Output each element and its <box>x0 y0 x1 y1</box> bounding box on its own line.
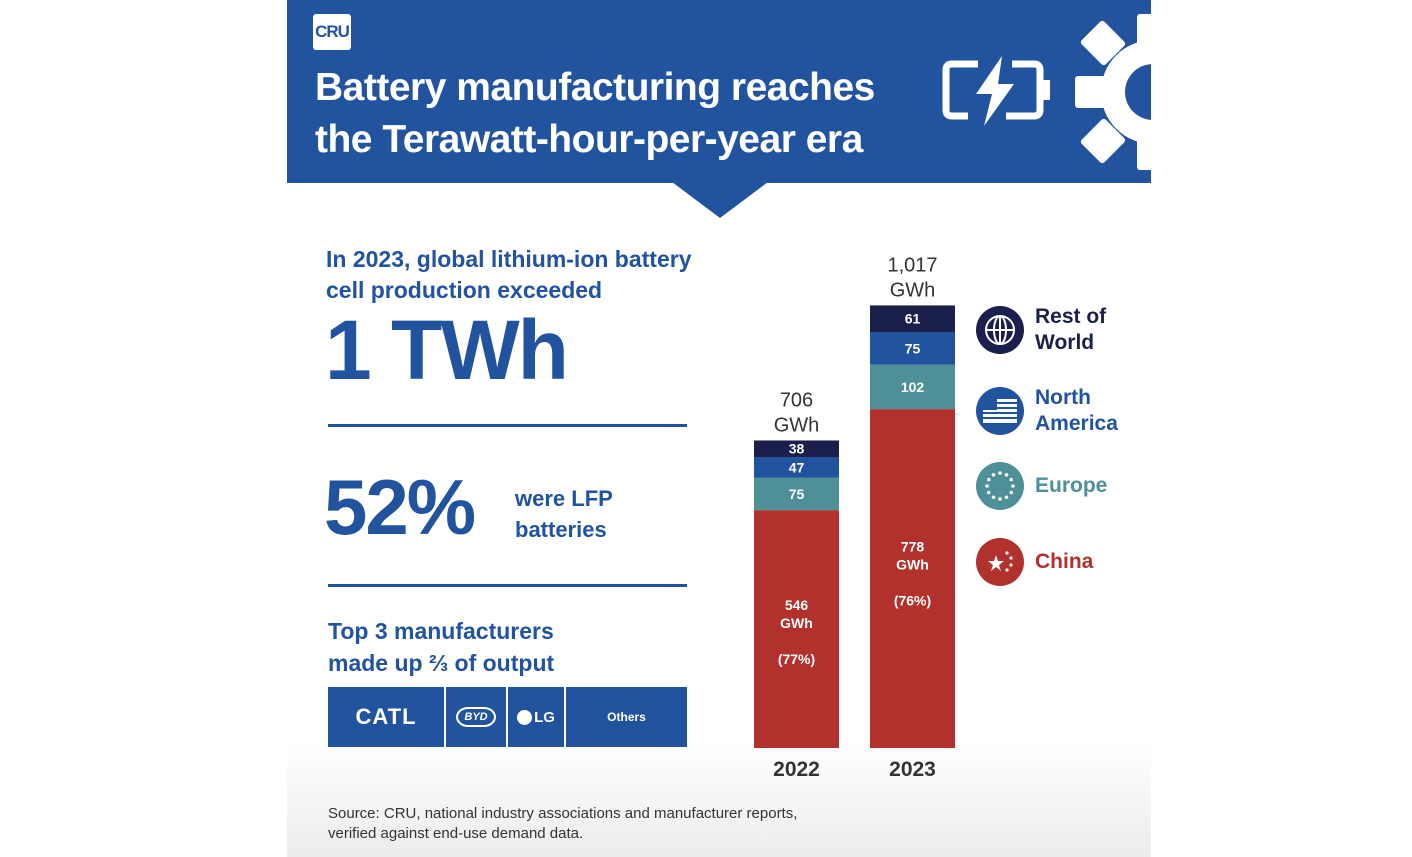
lfp-line-1: were LFP <box>515 486 613 511</box>
eu-star <box>986 490 991 495</box>
bar-total-label: GWh <box>890 279 936 301</box>
source-line-1: Source: CRU, national industry associati… <box>328 805 798 822</box>
legend-label: China <box>1035 550 1094 573</box>
eu-stars-icon <box>976 462 1024 510</box>
legend-label-line-1: North <box>1035 386 1091 409</box>
eu-star <box>986 477 991 482</box>
eu-star <box>985 484 989 488</box>
globe-icon <box>976 306 1024 354</box>
segment-label: 38 <box>789 441 805 457</box>
manufacturer-share-bar: CATL BYD LG Others <box>328 687 687 747</box>
title-line-1: Battery manufacturing reaches <box>315 66 875 109</box>
bar-total-label: 1,017 <box>887 254 937 276</box>
intro-line-2: cell production exceeded <box>326 277 603 303</box>
eu-star <box>991 495 996 500</box>
segment-label: GWh <box>780 615 813 631</box>
intro-text: In 2023, global lithium-ion battery cell… <box>326 244 746 306</box>
source-line-2: verified against end-use demand data. <box>328 825 584 842</box>
catl-logo: CATL <box>328 687 446 747</box>
top3-line-1: Top 3 manufacturers <box>328 618 554 644</box>
us-flag-icon <box>976 387 1024 435</box>
top3-line-2: made up ⅔ of output <box>328 650 555 676</box>
legend-label: North America <box>1035 385 1118 437</box>
china-stars-icon <box>976 538 1024 586</box>
eu-star <box>1011 484 1015 488</box>
source-note: Source: CRU, national industry associati… <box>328 804 888 844</box>
lfp-caption: were LFP batteries <box>515 483 665 545</box>
legend-item-europe: Europe <box>976 462 1107 510</box>
eu-star <box>1009 477 1014 482</box>
segment-label: 546 <box>785 597 809 613</box>
segment-label: GWh <box>896 556 929 572</box>
bar-total-label: 706 <box>780 389 813 411</box>
segment-label: 102 <box>901 379 925 395</box>
bar-segment-china <box>870 409 955 748</box>
segment-label: 75 <box>905 340 921 356</box>
top3-text: Top 3 manufacturers made up ⅔ of output <box>328 615 688 679</box>
segment-label: (76%) <box>894 592 931 608</box>
legend-label: Rest of World <box>1035 304 1106 356</box>
title-line-2: the Terawatt-hour-per-year era <box>315 118 863 161</box>
others-segment: Others <box>607 710 646 724</box>
legend-label: Europe <box>1035 474 1108 497</box>
byd-logo: BYD <box>446 687 508 747</box>
page-title: Battery manufacturing reaches the Terawa… <box>315 62 935 166</box>
cru-logo: CRU <box>313 14 351 50</box>
bar-segment-north-america <box>870 332 955 365</box>
bar-segment-europe <box>870 364 955 410</box>
segment-label: 778 <box>901 538 925 554</box>
bar-segment-china <box>754 510 839 748</box>
eu-star <box>998 497 1002 501</box>
segment-label: (77%) <box>778 651 815 667</box>
legend-label-line-1: Rest of <box>1035 305 1107 328</box>
lg-logo-text: LG <box>534 708 555 726</box>
legend-label-line-2: World <box>1035 331 1095 354</box>
segment-label: 61 <box>905 311 921 327</box>
bar-segment-rest-of-world <box>870 305 955 333</box>
eu-star <box>1004 472 1009 477</box>
bar-segment-north-america <box>754 457 839 478</box>
segment-label: 47 <box>789 459 805 475</box>
bar-segment-europe <box>754 477 839 511</box>
infographic-card: CRU Battery manufacturing reaches the Te… <box>287 0 1151 857</box>
eu-star <box>991 472 996 477</box>
divider <box>328 424 687 427</box>
battery-icon <box>942 56 1050 126</box>
bar-segment-rest-of-world <box>754 440 839 458</box>
intro-line-1: In 2023, global lithium-ion battery <box>326 246 692 272</box>
header-pointer <box>672 182 768 218</box>
segment-label: 75 <box>789 486 805 502</box>
production-bar-chart: 546 GWh (77%) 75 47 38 706 GWh 2022 778 GWh (76%) 10… <box>754 254 955 781</box>
byd-logo-text: BYD <box>456 707 496 727</box>
eu-star-ring <box>985 471 1015 501</box>
bar-total-label: GWh <box>774 414 820 436</box>
legend-item-china: China <box>976 538 1093 586</box>
legend-item-north-america: North America <box>976 385 1118 437</box>
legend-item-rest-of-world: Rest of World <box>976 304 1106 356</box>
legend-label-line-2: America <box>1035 412 1118 435</box>
lfp-line-2: batteries <box>515 517 607 542</box>
lg-circle-icon <box>517 709 533 725</box>
header-banner: CRU Battery manufacturing reaches the Te… <box>287 0 1151 183</box>
x-tick-label: 2023 <box>889 758 936 781</box>
lg-logo: LG <box>508 687 566 747</box>
eu-star <box>1004 495 1009 500</box>
lfp-percent-stat: 52% <box>324 463 476 551</box>
eu-star <box>1009 490 1014 495</box>
x-tick-label: 2022 <box>773 758 820 781</box>
production-stat: 1 TWh <box>325 303 569 397</box>
gear-icon <box>1075 14 1151 170</box>
eu-star <box>998 471 1002 475</box>
divider <box>328 584 687 587</box>
